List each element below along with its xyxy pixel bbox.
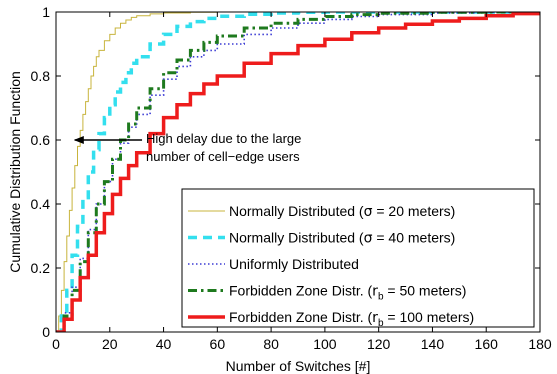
y-tick-label: 0.6 (31, 132, 51, 148)
y-axis-label: Cumulative Distribution Function (7, 71, 23, 273)
legend-box (181, 188, 535, 328)
series-line-4 (56, 12, 540, 332)
legend-label: Normally Distributed (σ = 20 meters) (229, 203, 455, 220)
series-layer (56, 12, 540, 332)
x-axis-label: Number of Switches [#] (226, 358, 371, 374)
annotation-line-1: High delay due to the large (146, 131, 301, 146)
y-tick-label: 0.8 (31, 68, 51, 84)
legend-item: Uniformly Distributed (188, 256, 359, 272)
ticks-layer: 0 20 40 60 80 100 120 140 160 180 0 0.2 0.4 0.6 0.8 1 (31, 4, 552, 352)
y-tick-label: 0.4 (31, 196, 51, 212)
annotation: High delay due to the large number of ce… (73, 131, 301, 164)
legend-label: Forbidden Zone Distr. (rb = 50 meters) (229, 283, 466, 303)
legend-label: Normally Distributed (σ = 40 meters) (229, 230, 455, 247)
x-tick-label: 120 (367, 336, 391, 352)
y-tick-label: 1 (42, 4, 50, 20)
legend-label: Uniformly Distributed (229, 256, 359, 272)
legend-item: Normally Distributed (σ = 40 meters) (188, 230, 455, 247)
x-tick-label: 100 (313, 336, 337, 352)
x-tick-label: 40 (156, 336, 172, 352)
x-tick-label: 60 (210, 336, 226, 352)
x-tick-label: 20 (102, 336, 118, 352)
legend-item: Forbidden Zone Distr. (rb = 100 meters) (188, 309, 474, 329)
y-tick-label: 0 (42, 324, 50, 340)
axes-box (55, 11, 541, 333)
legend-label: Forbidden Zone Distr. (rb = 100 meters) (229, 309, 474, 329)
legend: Normally Distributed (σ = 20 meters) Norm… (181, 188, 535, 329)
legend-item: Forbidden Zone Distr. (rb = 50 meters) (188, 283, 466, 303)
x-tick-label: 140 (421, 336, 445, 352)
annotation-line-2: number of cell−edge users (146, 149, 300, 164)
series-line-1 (56, 12, 540, 332)
x-tick-label: 180 (528, 336, 552, 352)
x-tick-label: 160 (475, 336, 499, 352)
series-line-5 (56, 12, 540, 332)
x-tick-label: 0 (52, 336, 60, 352)
x-tick-label: 80 (263, 336, 279, 352)
series-line-3 (56, 12, 540, 332)
legend-item: Normally Distributed (σ = 20 meters) (188, 203, 455, 220)
y-tick-label: 0.2 (31, 260, 51, 276)
